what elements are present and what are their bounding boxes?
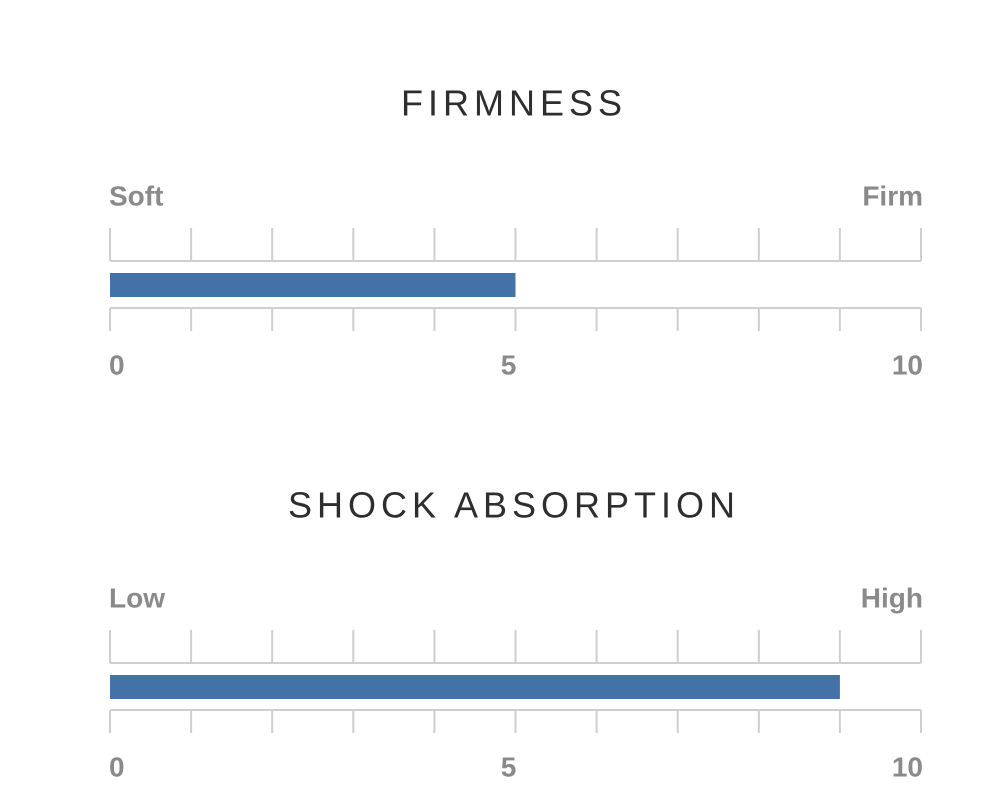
min-label: Low [109, 582, 165, 613]
bar [110, 675, 840, 699]
min-label: Soft [109, 180, 163, 211]
gauge-title: SHOCK ABSORPTION [288, 485, 740, 526]
max-label: High [861, 582, 923, 613]
x-tick-label: 0 [109, 751, 125, 782]
max-label: Firm [862, 180, 923, 211]
bar [110, 273, 516, 297]
x-tick-label: 5 [501, 349, 517, 380]
x-tick-label: 10 [892, 349, 923, 380]
x-tick-label: 0 [109, 349, 125, 380]
gauge-title: FIRMNESS [401, 83, 627, 124]
x-tick-label: 5 [501, 751, 517, 782]
x-tick-label: 10 [892, 751, 923, 782]
